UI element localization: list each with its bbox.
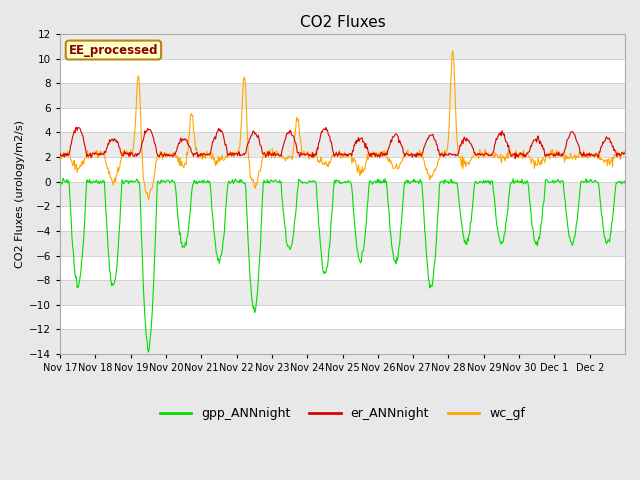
Y-axis label: CO2 Fluxes (urology/m2/s): CO2 Fluxes (urology/m2/s) — [15, 120, 25, 268]
Bar — [60, 329, 625, 354]
Bar — [60, 231, 625, 255]
Bar — [60, 132, 625, 157]
Text: EE_processed: EE_processed — [68, 44, 158, 57]
Legend: gpp_ANNnight, er_ANNnight, wc_gf: gpp_ANNnight, er_ANNnight, wc_gf — [155, 402, 530, 425]
Title: CO2 Fluxes: CO2 Fluxes — [300, 15, 385, 30]
Bar — [60, 280, 625, 305]
Bar — [60, 83, 625, 108]
Bar — [60, 34, 625, 59]
Bar — [60, 182, 625, 206]
